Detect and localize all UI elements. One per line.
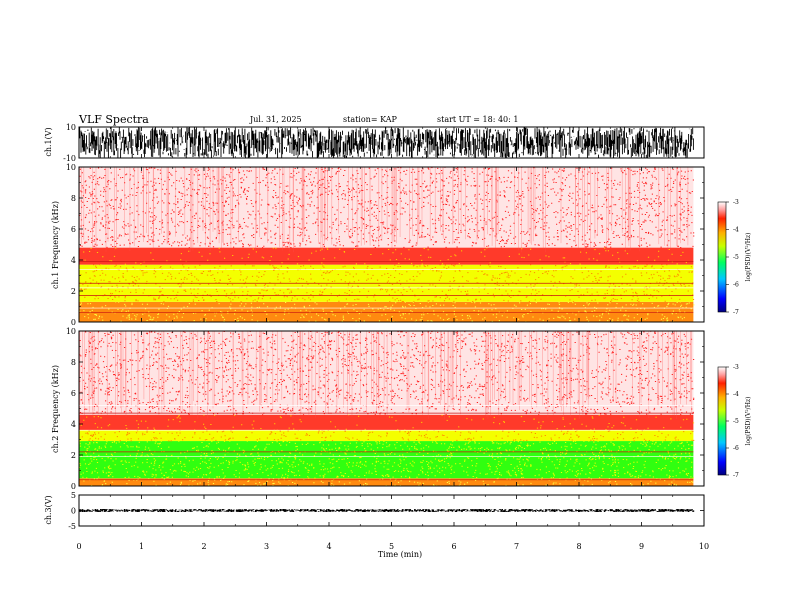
ch1_spectrogram-colorbar-tick-label: -7	[733, 309, 739, 316]
ch2_spectrogram-band-3-texture	[80, 414, 695, 431]
ch1_spectrogram-ytick-label: 2	[71, 287, 76, 296]
x-tick-label: 6	[451, 542, 456, 551]
ch1_spectrogram-band-2-texture	[83, 247, 687, 266]
ch1_spectrogram-band-3-texture	[79, 167, 695, 249]
x-axis-label: Time (min)	[378, 550, 422, 559]
x-tick-label: 3	[264, 542, 269, 551]
ch2_spectrogram-ytick-label: 0	[71, 482, 76, 491]
ch.1-line	[79, 127, 694, 158]
ch1-colorbar-gradient	[717, 201, 727, 313]
ch1_spectrogram-band-2	[79, 247, 694, 265]
ch2_spectrogram-colorbar-tick-label: -4	[733, 391, 739, 398]
x-tick-label: 1	[139, 542, 144, 551]
ch3_waveform-ytick-label: -5	[68, 522, 76, 531]
ch.3-line	[79, 509, 695, 512]
colorbar-ticks: -3 -4 -5 -6 -7 -3 -4 -5 -6 -7	[726, 199, 739, 479]
header-start-ut: start UT = 18: 40: 1	[437, 115, 518, 124]
x-tick-label: 9	[639, 542, 644, 551]
ch1_spectrogram-colorbar-tick-label: -4	[733, 227, 739, 234]
ch2_spectrogram-image	[79, 331, 695, 486]
ch1_spectrogram-colorbar-tick-label: -6	[733, 282, 739, 289]
ch2-colorbar-label: log(PSD)(V²/Hz)	[745, 397, 752, 446]
x-tick-label: 2	[201, 542, 206, 551]
ch2_spectrogram-colorbar-tick-label: -3	[733, 364, 739, 371]
ch3-waveform-panel: 5 0 -5 0 1 2 3 4 5 6 7 8 9 10	[68, 491, 709, 551]
ch2_spectrogram-band-0	[79, 478, 694, 486]
x-tick-label: 4	[326, 542, 331, 551]
ch2_spectrogram-band-4	[79, 331, 694, 415]
ch1_spectrogram-ytick-label: 4	[71, 256, 76, 265]
ch1_spectrogram-band-0	[79, 301, 694, 322]
header-date: Jul. 31, 2025	[249, 115, 302, 124]
ch1_spectrogram-colorbar-tick-label: -3	[733, 199, 739, 206]
ch2_spectrogram-ytick-label: 10	[66, 327, 76, 336]
ch1_spectrogram-image	[79, 167, 695, 322]
ch3_waveform-ytick-label: 5	[71, 491, 76, 500]
ch1_spectrogram-ytick-label: 8	[71, 194, 76, 203]
ch2_spectrogram-colorbar-tick-label: -5	[733, 418, 739, 425]
ch2_spectrogram-ytick-label: 6	[71, 389, 76, 398]
ch1-waveform-ylabel: ch.1(V)	[44, 127, 53, 156]
ch1_waveform-ytick-label: 10	[66, 123, 76, 132]
ch2-spectrogram-ylabel: ch.2 Frequency (kHz)	[51, 365, 60, 453]
figure-title: VLF Spectra	[78, 113, 149, 126]
ch2_spectrogram-ytick-label: 2	[71, 451, 76, 460]
ch2_spectrogram-ytick-label: 8	[71, 358, 76, 367]
ch1-spectrogram-panel: 0 2 4 6 8 10	[66, 163, 705, 327]
ch3-waveform-ylabel: ch.3(V)	[44, 495, 53, 524]
ch2_spectrogram-sferics	[79, 331, 692, 420]
ch2_spectrogram-band-1	[79, 441, 694, 479]
ch2-spectrogram-panel: 0 2 4 6 8 10	[66, 327, 705, 491]
ch2_spectrogram-colorbar-tick-label: -7	[733, 472, 739, 479]
ch1_spectrogram-ytick-label: 10	[66, 163, 76, 172]
ch1_spectrogram-sferics	[79, 167, 689, 253]
ch3_waveform-ytick-label: 0	[71, 507, 76, 516]
ch1_waveform-ytick-label: -10	[63, 154, 76, 163]
ch2_spectrogram-band-1-texture	[79, 440, 694, 479]
ch2-colorbar-gradient	[717, 366, 727, 476]
x-tick-label: 0	[76, 542, 81, 551]
header-station: station= KAP	[343, 115, 398, 124]
ch1_spectrogram-ytick-label: 6	[71, 225, 76, 234]
ch1-colorbar-label: log(PSD)(V²/Hz)	[745, 233, 752, 282]
x-tick-label: 7	[514, 542, 519, 551]
ch2_spectrogram-ytick-label: 4	[71, 420, 76, 429]
ch2_spectrogram-band-4-texture	[79, 331, 695, 416]
ch1-spectrogram-ylabel: ch.1 Frequency (kHz)	[51, 201, 60, 289]
ch3_waveform-trace	[79, 509, 695, 512]
ch1_spectrogram-band-3	[79, 167, 694, 248]
x-tick-label: 5	[389, 542, 394, 551]
ch2_spectrogram-colorbar-tick-label: -6	[733, 445, 739, 452]
ch1-waveform-panel: 10 -10	[63, 123, 705, 163]
x-tick-label: 10	[699, 542, 709, 551]
x-tick-label: 8	[576, 542, 581, 551]
ch1_spectrogram-ytick-label: 0	[71, 318, 76, 327]
ch2_spectrogram-band-3	[79, 414, 694, 431]
ch1_spectrogram-band-1-texture	[79, 264, 695, 303]
ch1_waveform-trace	[79, 127, 694, 158]
ch1_spectrogram-colorbar-tick-label: -5	[733, 254, 739, 261]
